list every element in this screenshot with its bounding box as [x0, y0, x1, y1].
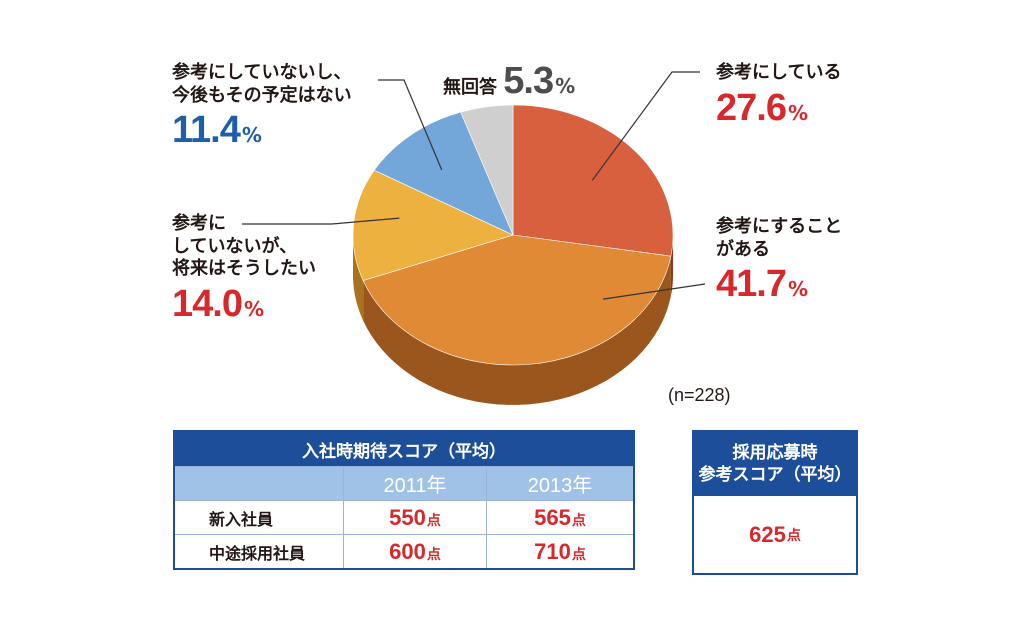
table-title: 入社時期待スコア（平均）	[173, 430, 635, 467]
pie-top-layer	[352, 104, 674, 366]
slice-4-text: 無回答	[443, 77, 497, 98]
application-box-title-2: 参考スコア（平均）	[698, 465, 852, 485]
application-score-value: 625	[749, 521, 786, 547]
table-corner-cell	[173, 466, 344, 501]
slice-3-text-2: 今後もその予定はない	[172, 84, 352, 106]
slice-1-number: 41.7	[716, 263, 787, 305]
table-cell: 565点	[486, 500, 635, 535]
slice-1-text-2: がある	[716, 238, 770, 260]
score-unit: 点	[426, 512, 441, 529]
slice-3-text-1: 参考にしていないし、	[172, 62, 352, 83]
pie-side-layer	[353, 235, 673, 405]
slice-0-percent: %	[787, 100, 809, 125]
table-header-row: 2011年 2013年	[173, 466, 635, 501]
table-title-row: 入社時期待スコア（平均）	[173, 430, 635, 467]
slice-3-percent: %	[241, 123, 262, 147]
leader-line-0	[591, 71, 700, 181]
slice-2-percent: %	[243, 296, 265, 321]
label-slice-1: 参考にすること がある 41.7%	[716, 216, 842, 309]
expected-score-table: 入社時期待スコア（平均） 2011年 2013年 新入社員 550点 565点 …	[173, 430, 635, 570]
pie-slice-side-2	[353, 235, 364, 321]
pie-slice-2	[352, 169, 514, 281]
leader-line-3	[378, 79, 443, 171]
table-row: 中途採用社員 600点 710点	[173, 534, 635, 570]
row-label-new-grad: 新入社員	[173, 500, 344, 535]
slice-1-percent: %	[787, 277, 809, 301]
slice-0-number: 27.6	[716, 86, 787, 129]
slice-4-number: 5.3	[503, 60, 554, 102]
leader-line-1	[603, 283, 706, 300]
table-cell: 710点	[486, 534, 635, 570]
application-box-body: 625 点	[694, 496, 856, 573]
pie-slice-side-0	[670, 235, 673, 297]
score-value: 600	[389, 538, 426, 564]
slice-2-text-1: 参考に	[172, 213, 226, 234]
row-label-mid-career: 中途採用社員	[173, 534, 344, 570]
slice-1-value: 41.7%	[716, 263, 809, 305]
pie-slice-4	[460, 104, 514, 236]
application-box-title-1: 採用応募時	[732, 442, 818, 463]
score-value: 565	[534, 504, 571, 530]
slice-0-text: 参考にしている	[716, 62, 842, 83]
pie-slice-0	[512, 104, 674, 257]
pie-slice-1	[362, 234, 672, 366]
table-cell: 550点	[342, 500, 488, 535]
score-unit: 点	[571, 546, 586, 563]
slice-1-text-1: 参考にすること	[716, 216, 843, 237]
slice-2-text-2: していないが、	[172, 235, 298, 257]
application-box-header: 採用応募時 参考スコア（平均）	[694, 432, 856, 496]
year-header-2013: 2013年	[486, 466, 635, 501]
application-score-unit: 点	[786, 527, 801, 544]
application-score-box: 採用応募時 参考スコア（平均） 625 点	[692, 430, 858, 575]
label-slice-3: 参考にしていないし、 今後もその予定はない 11.4%	[172, 62, 352, 155]
slice-3-number: 11.4	[172, 109, 241, 151]
table-cell: 600点	[342, 534, 488, 570]
slice-2-text-3: 将来はそうしたい	[172, 258, 316, 279]
leader-line-2	[242, 217, 400, 225]
label-slice-0: 参考にしている 27.6%	[716, 62, 841, 132]
slice-3-value: 11.4%	[172, 109, 262, 151]
label-slice-2: 参考に していないが、 将来はそうしたい 14.0%	[172, 213, 316, 328]
sample-size-note: (n=228)	[668, 385, 731, 405]
year-header-2011: 2011年	[342, 466, 488, 501]
score-value: 710	[534, 538, 571, 564]
slice-2-value: 14.0%	[172, 283, 265, 325]
table-row: 新入社員 550点 565点	[173, 500, 635, 535]
label-slice-4: 無回答 5.3%	[443, 58, 575, 106]
slice-4-percent: %	[555, 74, 576, 98]
leader-lines	[242, 71, 706, 300]
score-value: 550	[389, 504, 426, 530]
pie-slice-side-1	[363, 256, 671, 405]
slice-0-value: 27.6%	[716, 87, 809, 129]
score-unit: 点	[426, 546, 441, 563]
slice-2-number: 14.0	[172, 282, 243, 325]
pie-slice-3	[373, 111, 514, 236]
score-unit: 点	[571, 512, 586, 529]
